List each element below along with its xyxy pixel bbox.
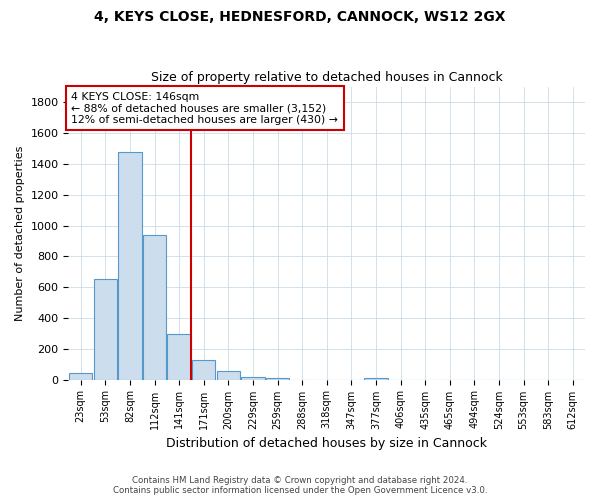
Text: 4, KEYS CLOSE, HEDNESFORD, CANNOCK, WS12 2GX: 4, KEYS CLOSE, HEDNESFORD, CANNOCK, WS12… bbox=[94, 10, 506, 24]
X-axis label: Distribution of detached houses by size in Cannock: Distribution of detached houses by size … bbox=[166, 437, 487, 450]
Text: Contains HM Land Registry data © Crown copyright and database right 2024.
Contai: Contains HM Land Registry data © Crown c… bbox=[113, 476, 487, 495]
Bar bbox=[241, 377, 265, 380]
Bar bbox=[192, 360, 215, 380]
Bar bbox=[364, 378, 388, 380]
Bar bbox=[143, 235, 166, 380]
Bar bbox=[69, 374, 92, 380]
Bar bbox=[118, 152, 142, 380]
Bar bbox=[217, 371, 240, 380]
Bar bbox=[94, 280, 117, 380]
Text: 4 KEYS CLOSE: 146sqm
← 88% of detached houses are smaller (3,152)
12% of semi-de: 4 KEYS CLOSE: 146sqm ← 88% of detached h… bbox=[71, 92, 338, 125]
Bar bbox=[167, 334, 191, 380]
Bar bbox=[266, 378, 289, 380]
Y-axis label: Number of detached properties: Number of detached properties bbox=[15, 146, 25, 321]
Title: Size of property relative to detached houses in Cannock: Size of property relative to detached ho… bbox=[151, 72, 503, 85]
